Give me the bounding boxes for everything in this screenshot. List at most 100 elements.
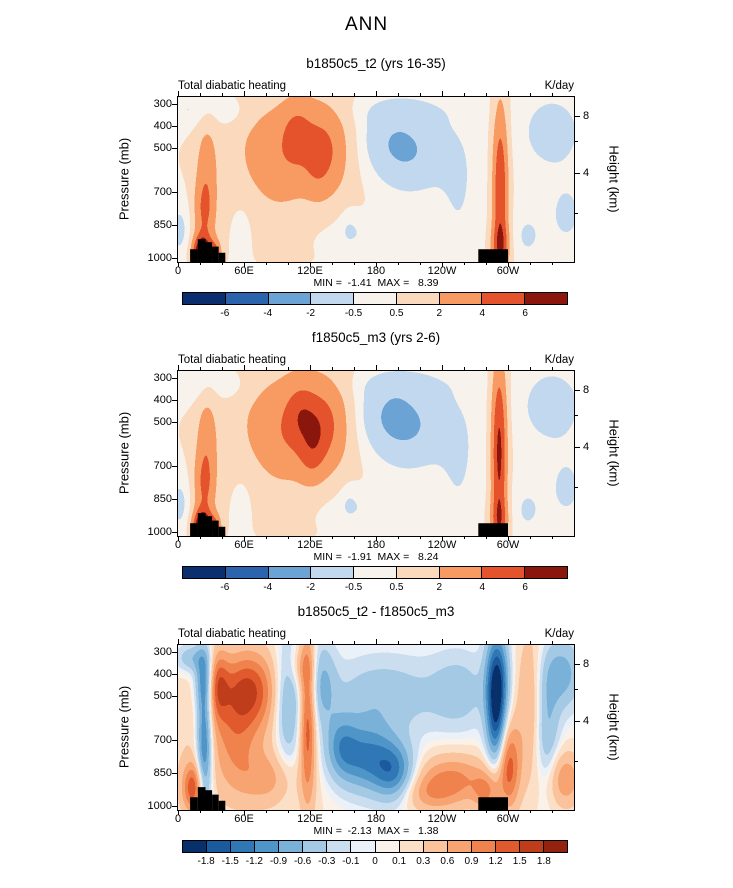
x-axis-tick <box>508 810 509 815</box>
colorbar-tick-label: 0.9 <box>464 856 479 867</box>
colorbar-box <box>310 567 354 578</box>
x-axis-tick <box>310 91 311 96</box>
pressure-axis-tick-label: 700 <box>153 733 172 746</box>
x-axis-minor-tick <box>288 810 289 813</box>
colorbar-box <box>183 841 207 852</box>
height-axis-minor-tick <box>575 486 578 488</box>
x-axis-tick <box>376 810 377 815</box>
x-axis-minor-tick <box>552 262 553 265</box>
x-axis-minor-tick <box>420 262 421 265</box>
colorbar-tick-label: 1.8 <box>536 856 551 867</box>
colorbar-box <box>206 841 231 852</box>
x-axis-minor-tick <box>530 262 531 265</box>
x-axis-tick <box>442 536 443 541</box>
x-axis-tick <box>244 639 245 644</box>
pressure-axis-tick <box>172 399 177 401</box>
panel-title: b1850c5_t2 - f1850c5_m3 <box>297 604 455 619</box>
colorbar-tick-label: 6 <box>522 308 528 319</box>
x-axis-minor-tick <box>288 262 289 265</box>
x-axis-minor-tick <box>464 262 465 265</box>
pressure-axis-tick-label: 400 <box>153 393 172 406</box>
x-axis-minor-tick <box>354 536 355 539</box>
panel-b1850c5-t2: b1850c5_t2 (yrs 16-35) Total diabatic he… <box>0 52 733 326</box>
x-axis-minor-tick <box>266 641 267 644</box>
colorbar-box <box>398 841 423 852</box>
colorbar <box>182 566 568 579</box>
x-axis-tick <box>376 91 377 96</box>
pressure-axis-tick <box>172 739 177 741</box>
colorbar-tick-label: -0.6 <box>294 856 312 867</box>
height-axis-tick-label: 8 <box>583 383 590 396</box>
colorbar-box <box>254 841 279 852</box>
x-axis-minor-tick <box>486 93 487 96</box>
pressure-axis-tick <box>172 531 177 533</box>
min-max-stats: MIN = -1.41 MAX = 8.39 <box>313 277 439 289</box>
x-axis-minor-tick <box>266 367 267 370</box>
colorbar-tick-label: 1.2 <box>488 856 503 867</box>
figure-title: ANN <box>344 14 389 35</box>
x-axis-tick-label: 120W <box>427 539 457 551</box>
colorbar-box <box>302 841 327 852</box>
x-axis-minor-tick <box>266 810 267 813</box>
x-axis-tick-label: 60E <box>234 539 254 551</box>
pressure-axis-tick <box>172 651 177 653</box>
x-axis-tick <box>442 639 443 644</box>
pressure-axis-tick <box>172 673 177 675</box>
field-variable-label: Total diabatic heating <box>178 628 287 640</box>
min-max-stats: MIN = -2.13 MAX = 1.38 <box>313 825 439 837</box>
x-axis-minor-tick <box>266 93 267 96</box>
x-axis-minor-tick <box>288 536 289 539</box>
x-axis-minor-tick <box>420 641 421 644</box>
x-axis-minor-tick <box>222 641 223 644</box>
x-axis-minor-tick <box>288 93 289 96</box>
x-axis-minor-tick <box>200 93 201 96</box>
x-axis-minor-tick <box>486 536 487 539</box>
x-axis-minor-tick <box>420 93 421 96</box>
pressure-axis-tick <box>172 103 177 105</box>
colorbar-labels: -6 -4 -2 -0.5 0.5 2 4 6 <box>182 582 568 594</box>
x-axis-minor-tick <box>530 536 531 539</box>
field-variable-label: Total diabatic heating <box>178 354 287 366</box>
height-axis-minor-tick <box>575 212 578 214</box>
pressure-axis-tick <box>172 465 177 467</box>
x-axis-tick <box>178 639 179 644</box>
colorbar-tick-label: 0 <box>372 856 378 867</box>
pressure-axis-tick-label: 300 <box>153 645 172 658</box>
x-axis-tick-label: 60E <box>234 265 254 277</box>
colorbar-box <box>183 567 225 578</box>
height-axis-tick <box>575 663 580 665</box>
height-axis-title: Height (km) <box>606 693 622 761</box>
pressure-axis-tick-label: 500 <box>153 141 172 154</box>
colorbar-box <box>422 841 447 852</box>
colorbar-tick-label: 4 <box>479 308 485 319</box>
pressure-axis-tick-label: 850 <box>153 218 172 231</box>
x-axis-tick-label: 180 <box>366 265 386 277</box>
x-axis-minor-tick <box>222 367 223 370</box>
contour-field-canvas <box>178 97 574 262</box>
x-axis-minor-tick <box>464 810 465 813</box>
x-axis-minor-tick <box>398 536 399 539</box>
x-axis-tick <box>442 91 443 96</box>
x-axis-tick-label: 60W <box>496 265 520 277</box>
colorbar-box <box>446 841 471 852</box>
x-axis-minor-tick <box>222 93 223 96</box>
x-axis-minor-tick <box>332 641 333 644</box>
x-axis-tick <box>508 639 509 644</box>
x-axis-minor-tick <box>530 810 531 813</box>
x-axis-tick-label: 120W <box>427 265 457 277</box>
pressure-axis-tick-label: 500 <box>153 689 172 702</box>
colorbar-box <box>524 293 568 304</box>
x-axis-tick <box>310 639 311 644</box>
contour-plot <box>177 96 575 263</box>
x-axis-tick-label: 120E <box>297 813 323 825</box>
height-axis-minor-tick <box>575 760 578 762</box>
colorbar-tick-label: -4 <box>263 582 273 593</box>
x-axis-minor-tick <box>222 262 223 265</box>
contour-field-canvas <box>178 645 574 810</box>
colorbar-tick-label: 0.5 <box>389 582 404 593</box>
x-axis-minor-tick <box>464 536 465 539</box>
height-axis-title: Height (km) <box>606 419 622 487</box>
colorbar-tick-label: 0.6 <box>440 856 455 867</box>
x-axis-tick <box>310 536 311 541</box>
x-axis-minor-tick <box>332 367 333 370</box>
